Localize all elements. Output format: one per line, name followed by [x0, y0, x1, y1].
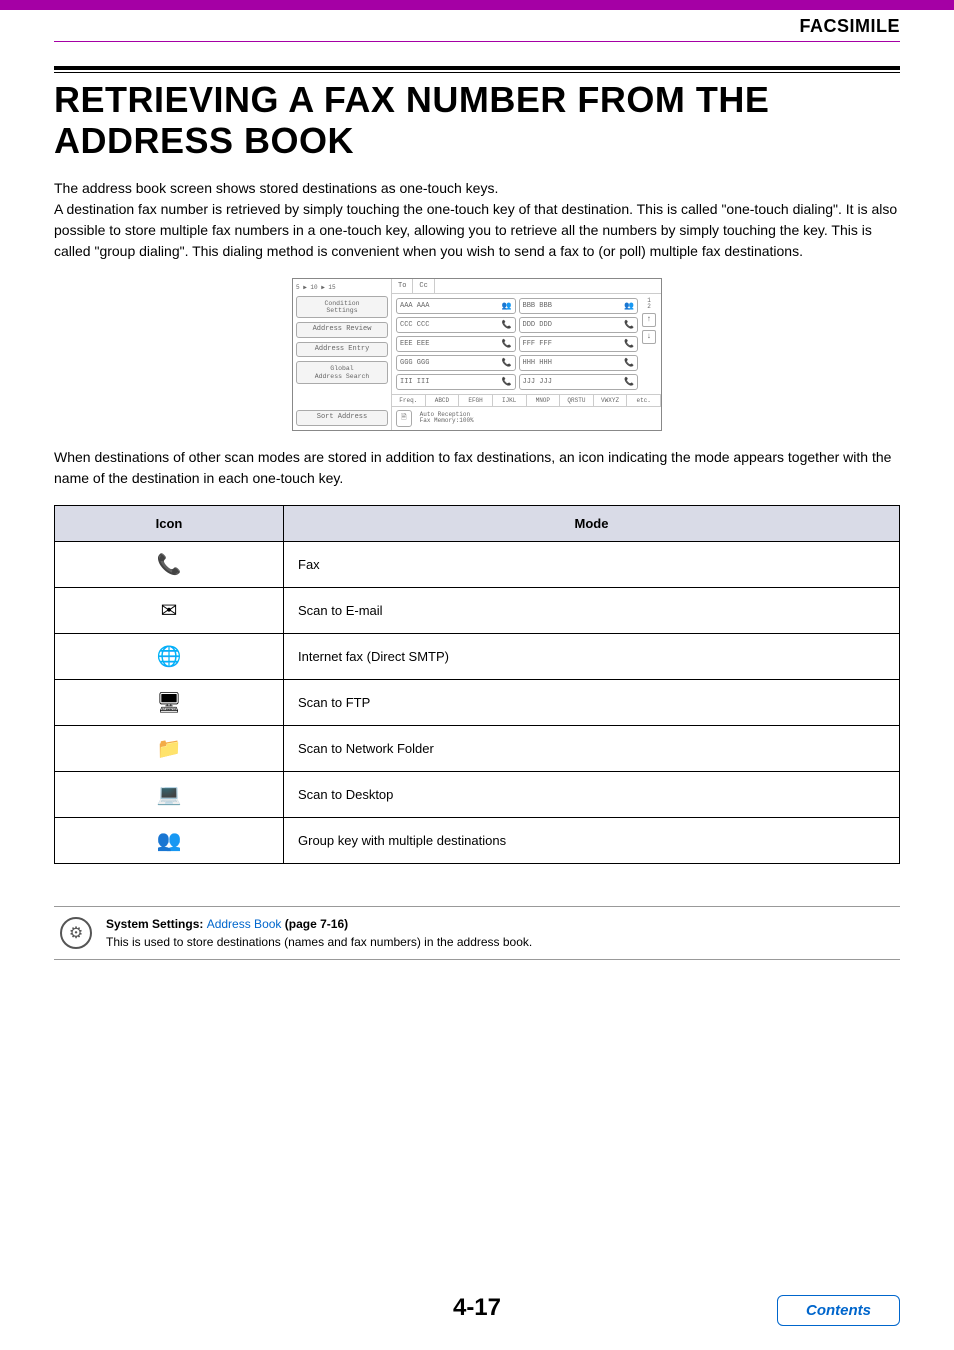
- preview-icon[interactable]: 🗎: [396, 410, 412, 427]
- tab-mnop[interactable]: MNOP: [527, 395, 561, 406]
- one-touch-key[interactable]: AAA AAA👥: [396, 298, 516, 314]
- one-touch-key[interactable]: EEE EEE📞: [396, 336, 516, 352]
- one-touch-key[interactable]: III III📞: [396, 374, 516, 390]
- table-row: ✉Scan to E-mail: [55, 587, 900, 633]
- table-row: 🖥Scan to FTP: [55, 679, 900, 725]
- group-icon: 👥: [624, 301, 634, 311]
- mode-cell: Scan to FTP: [284, 679, 900, 725]
- condition-settings-button[interactable]: Condition Settings: [296, 296, 388, 318]
- page-indicator: 12: [647, 298, 651, 310]
- mode-cell: Group key with multiple destinations: [284, 817, 900, 863]
- mode-cell: Internet fax (Direct SMTP): [284, 633, 900, 679]
- tab-abcd[interactable]: ABCD: [426, 395, 460, 406]
- address-entry-button[interactable]: Address Entry: [296, 342, 388, 358]
- one-touch-key[interactable]: FFF FFF📞: [519, 336, 639, 352]
- table-row: 👥Group key with multiple destinations: [55, 817, 900, 863]
- table-header-icon: Icon: [55, 505, 284, 541]
- internet-fax-icon: 🌐: [55, 633, 284, 679]
- address-book-link[interactable]: Address Book: [207, 917, 282, 931]
- page-title: RETRIEVING A FAX NUMBER FROM THE ADDRESS…: [54, 79, 900, 162]
- ftp-icon: 🖥: [55, 679, 284, 725]
- address-review-button[interactable]: Address Review: [296, 322, 388, 338]
- icon-mode-table: Icon Mode 📞Fax ✉Scan to E-mail 🌐Internet…: [54, 505, 900, 864]
- lead-paragraph-1: The address book screen shows stored des…: [54, 178, 900, 262]
- to-field[interactable]: To: [392, 279, 413, 293]
- sort-address-button[interactable]: Sort Address: [296, 410, 388, 426]
- group-icon: 👥: [502, 301, 512, 311]
- global-address-search-button[interactable]: Global Address Search: [296, 361, 388, 383]
- table-header-mode: Mode: [284, 505, 900, 541]
- mode-cell: Fax: [284, 541, 900, 587]
- ui-breadcrumb: 5 ▶ 10 ▶ 15: [296, 283, 388, 292]
- one-touch-key-grid: AAA AAA👥 BBB BBB👥 12 ↑ ↓ CCC CCC📞 DDD DD…: [392, 294, 661, 394]
- system-settings-note: ⚙ System Settings: Address Book (page 7-…: [54, 906, 900, 960]
- section-header: FACSIMILE: [799, 16, 900, 37]
- table-row: 💻Scan to Desktop: [55, 771, 900, 817]
- one-touch-key[interactable]: HHH HHH📞: [519, 355, 639, 371]
- table-row: 🌐Internet fax (Direct SMTP): [55, 633, 900, 679]
- settings-description: This is used to store destinations (name…: [106, 935, 532, 949]
- one-touch-key[interactable]: CCC CCC📞: [396, 317, 516, 333]
- alpha-tabs: Freq. ABCD EFGH IJKL MNOP QRSTU VWXYZ et…: [392, 394, 661, 406]
- email-icon: ✉: [55, 587, 284, 633]
- cc-field[interactable]: Cc: [413, 279, 434, 293]
- group-icon: 👥: [55, 817, 284, 863]
- one-touch-key[interactable]: BBB BBB👥: [519, 298, 639, 314]
- fax-icon: 📞: [502, 320, 512, 330]
- address-book-screenshot: 5 ▶ 10 ▶ 15 Condition Settings Address R…: [292, 278, 662, 431]
- table-row: 📁Scan to Network Folder: [55, 725, 900, 771]
- page-number: 4-17: [453, 1294, 501, 1321]
- table-row: 📞Fax: [55, 541, 900, 587]
- one-touch-key[interactable]: JJJ JJJ📞: [519, 374, 639, 390]
- scroll-up-button[interactable]: ↑: [642, 313, 656, 327]
- top-color-band: [0, 0, 954, 10]
- tab-freq[interactable]: Freq.: [392, 395, 426, 406]
- mode-cell: Scan to Desktop: [284, 771, 900, 817]
- fax-icon: 📞: [502, 377, 512, 387]
- title-rule-thick: [54, 66, 900, 70]
- gear-icon: ⚙: [60, 917, 92, 949]
- mode-cell: Scan to Network Folder: [284, 725, 900, 771]
- contents-button[interactable]: Contents: [777, 1295, 900, 1326]
- fax-icon: 📞: [502, 339, 512, 349]
- mode-cell: Scan to E-mail: [284, 587, 900, 633]
- fax-icon: 📞: [624, 377, 634, 387]
- fax-icon: 📞: [55, 541, 284, 587]
- fax-icon: 📞: [502, 358, 512, 368]
- fax-icon: 📞: [624, 320, 634, 330]
- tab-qrstu[interactable]: QRSTU: [560, 395, 594, 406]
- desktop-icon: 💻: [55, 771, 284, 817]
- tab-vwxyz[interactable]: VWXYZ: [594, 395, 628, 406]
- title-rule-thin: [54, 72, 900, 73]
- scroll-down-button[interactable]: ↓: [642, 330, 656, 344]
- settings-prefix: System Settings:: [106, 917, 207, 931]
- tab-etc[interactable]: etc.: [627, 395, 661, 406]
- one-touch-key[interactable]: GGG GGG📞: [396, 355, 516, 371]
- tab-ijkl[interactable]: IJKL: [493, 395, 527, 406]
- one-touch-key[interactable]: DDD DDD📞: [519, 317, 639, 333]
- fax-icon: 📞: [624, 339, 634, 349]
- lead-paragraph-2: When destinations of other scan modes ar…: [54, 447, 900, 489]
- fax-icon: 📞: [624, 358, 634, 368]
- network-folder-icon: 📁: [55, 725, 284, 771]
- tab-efgh[interactable]: EFGH: [459, 395, 493, 406]
- status-text: Auto Reception Fax Memory:100%: [420, 412, 474, 425]
- settings-suffix: (page 7-16): [281, 917, 348, 931]
